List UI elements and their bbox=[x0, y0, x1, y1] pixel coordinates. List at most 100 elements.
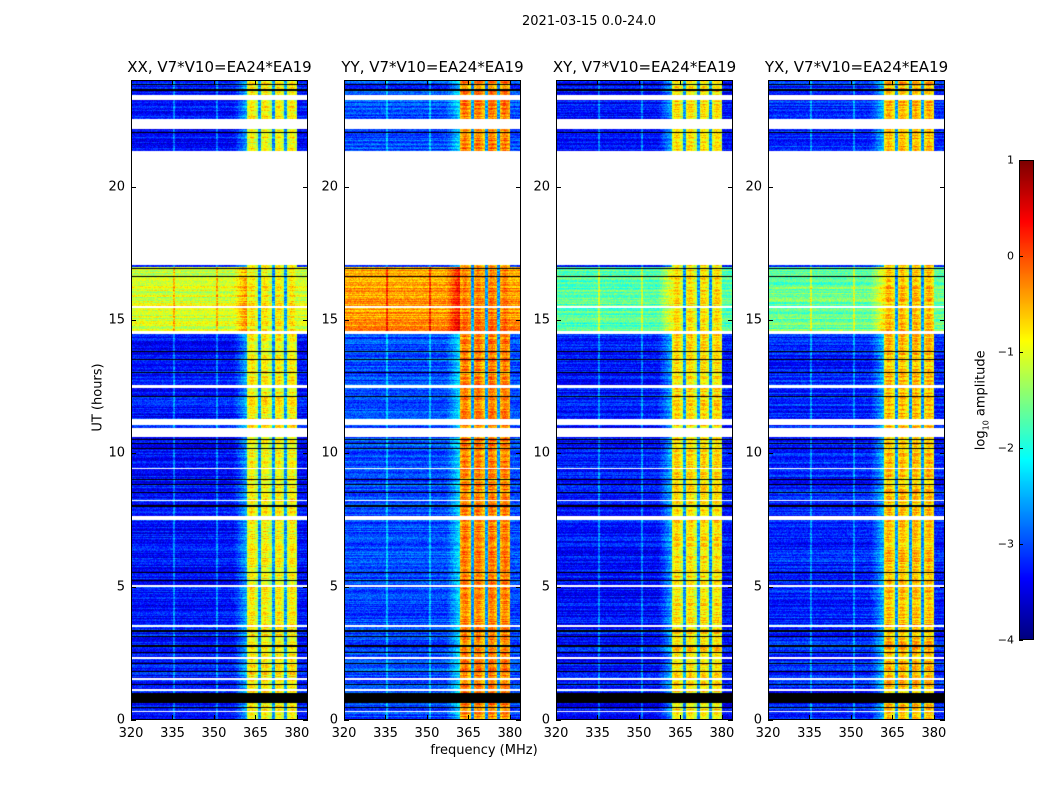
y-tick-label: 0 bbox=[541, 712, 550, 728]
y-tick-mark bbox=[344, 453, 349, 455]
axes-frame bbox=[344, 80, 521, 720]
x-tick-label: 380 bbox=[284, 726, 310, 741]
y-tick-label: 10 bbox=[321, 445, 338, 461]
colorbar-label-amp: amplitude bbox=[973, 350, 989, 421]
y-tick-mark bbox=[768, 186, 773, 188]
y-tick-label: 20 bbox=[533, 179, 550, 195]
x-tick-mark bbox=[597, 715, 599, 720]
x-tick-mark bbox=[680, 715, 682, 720]
x-tick-label: 380 bbox=[921, 726, 947, 741]
x-tick-mark bbox=[255, 715, 257, 720]
y-tick-mark bbox=[516, 453, 521, 455]
y-tick-label: 15 bbox=[533, 312, 550, 328]
panel-3: YX, V7*V10=EA24*EA19 0 5 10 15 20 320 335 350 365… bbox=[745, 58, 948, 741]
x-tick-label: 350 bbox=[626, 726, 652, 741]
y-tick-mark bbox=[131, 586, 136, 588]
x-tick-label: 365 bbox=[456, 726, 481, 741]
y-axis-label: UT (hours) bbox=[90, 363, 106, 432]
y-tick-mark bbox=[940, 320, 945, 321]
x-tick-label: 335 bbox=[373, 726, 398, 741]
y-tick-mark bbox=[344, 586, 349, 588]
y-tick-mark bbox=[516, 720, 521, 721]
y-tick-mark bbox=[728, 186, 733, 188]
x-tick-label: 335 bbox=[160, 726, 185, 741]
x-tick-label: 335 bbox=[585, 726, 610, 741]
y-tick-mark bbox=[516, 186, 521, 188]
y-tick-mark bbox=[768, 453, 773, 455]
y-tick-mark bbox=[131, 453, 136, 455]
colorbar-tick-mark bbox=[1019, 448, 1023, 449]
x-axis-label: frequency (MHz) bbox=[430, 743, 538, 758]
x-tick-label: 365 bbox=[668, 726, 693, 741]
y-tick-mark bbox=[768, 586, 773, 588]
heatmap-image bbox=[344, 80, 521, 720]
x-tick-label: 350 bbox=[201, 726, 227, 741]
x-tick-mark bbox=[638, 80, 640, 85]
x-tick-mark bbox=[556, 80, 557, 85]
x-tick-mark bbox=[385, 80, 387, 85]
colorbar-tick-label: 0 bbox=[1007, 249, 1014, 263]
x-tick-mark bbox=[768, 715, 769, 720]
colorbar-tick-mark bbox=[1019, 160, 1023, 161]
y-tick-mark bbox=[940, 720, 945, 721]
x-tick-mark bbox=[385, 715, 387, 720]
y-tick-label: 20 bbox=[745, 179, 762, 195]
x-tick-mark bbox=[556, 715, 557, 720]
colorbar bbox=[1019, 160, 1034, 640]
x-tick-mark bbox=[296, 80, 298, 85]
y-tick-label: 15 bbox=[745, 312, 762, 328]
x-tick-label: 320 bbox=[543, 726, 569, 741]
colorbar-tick-label: −4 bbox=[997, 633, 1014, 647]
panel-2: XY, V7*V10=EA24*EA19 0 5 10 15 20 320 335 350 365… bbox=[533, 58, 736, 741]
x-tick-mark bbox=[933, 715, 935, 720]
x-tick-mark bbox=[638, 715, 640, 720]
y-tick-label: 10 bbox=[108, 445, 125, 461]
y-tick-mark bbox=[556, 586, 561, 588]
x-tick-label: 365 bbox=[243, 726, 268, 741]
x-tick-mark bbox=[344, 80, 345, 85]
x-tick-label: 320 bbox=[331, 726, 357, 741]
colorbar-label-log: log bbox=[973, 430, 989, 451]
x-tick-mark bbox=[213, 80, 215, 85]
panel-title: YX, V7*V10=EA24*EA19 bbox=[764, 58, 949, 76]
y-tick-mark bbox=[303, 586, 308, 588]
x-tick-mark bbox=[426, 715, 428, 720]
x-tick-mark bbox=[809, 715, 811, 720]
x-tick-mark bbox=[509, 80, 511, 85]
x-tick-mark bbox=[721, 715, 723, 720]
y-tick-mark bbox=[131, 720, 136, 721]
x-tick-mark bbox=[892, 715, 894, 720]
x-tick-mark bbox=[809, 80, 811, 85]
y-tick-mark bbox=[768, 320, 773, 321]
y-tick-mark bbox=[516, 320, 521, 321]
x-tick-label: 380 bbox=[709, 726, 735, 741]
figure-title: 2021-03-15 0.0-24.0 bbox=[522, 14, 656, 29]
x-tick-mark bbox=[426, 80, 428, 85]
axes-frame bbox=[768, 80, 945, 720]
x-tick-label: 365 bbox=[880, 726, 905, 741]
y-tick-mark bbox=[344, 320, 349, 321]
y-tick-mark bbox=[556, 720, 561, 721]
y-tick-mark bbox=[131, 186, 136, 188]
axes-frame bbox=[131, 80, 308, 720]
x-tick-label: 350 bbox=[414, 726, 440, 741]
x-tick-mark bbox=[933, 80, 935, 85]
x-tick-mark bbox=[509, 715, 511, 720]
x-tick-mark bbox=[172, 715, 174, 720]
heatmap-image bbox=[768, 80, 945, 720]
x-tick-mark bbox=[850, 80, 852, 85]
heatmap-image bbox=[556, 80, 733, 720]
y-tick-label: 15 bbox=[108, 312, 125, 328]
y-tick-mark bbox=[556, 320, 561, 321]
y-tick-mark bbox=[516, 586, 521, 588]
y-tick-label: 0 bbox=[329, 712, 338, 728]
x-tick-mark bbox=[344, 715, 345, 720]
x-tick-mark bbox=[131, 80, 132, 85]
x-tick-mark bbox=[213, 715, 215, 720]
y-tick-mark bbox=[728, 320, 733, 321]
colorbar-tick-label: 1 bbox=[1007, 153, 1014, 167]
panel-0: XX, V7*V10=EA24*EA19 0 5 10 15 20 320 335 350 365… bbox=[108, 58, 311, 741]
y-tick-mark bbox=[940, 186, 945, 188]
y-tick-mark bbox=[728, 453, 733, 455]
